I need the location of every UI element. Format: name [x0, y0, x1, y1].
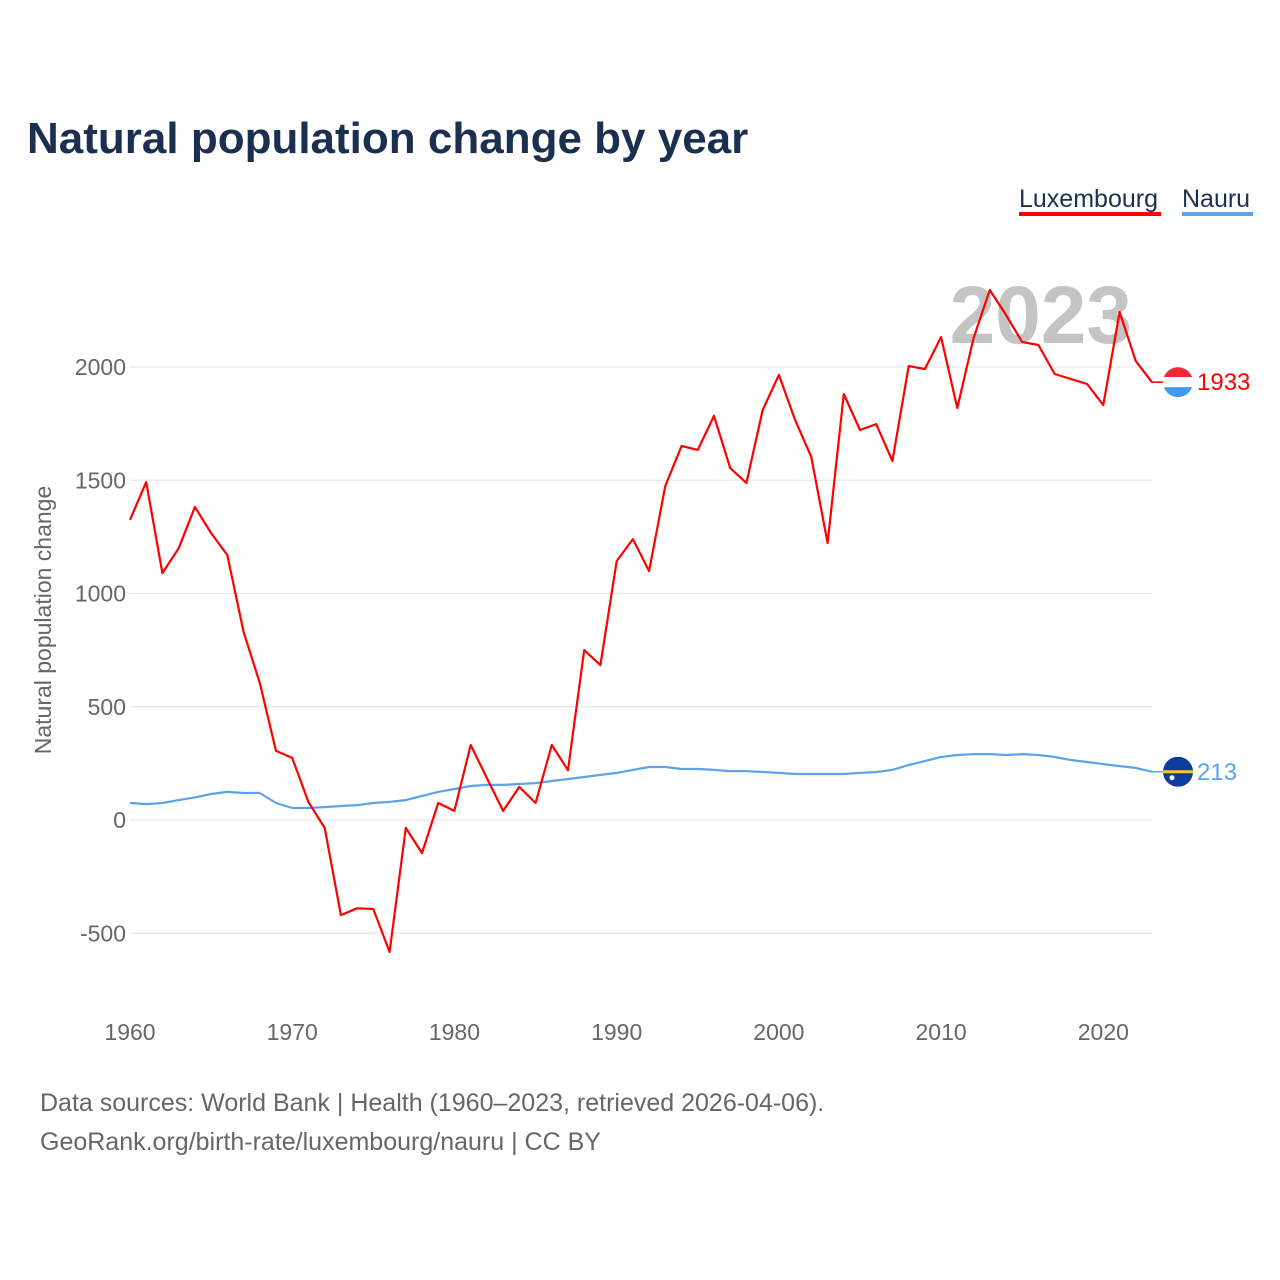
end-marker-luxembourg: 1933	[1152, 367, 1250, 398]
series-line-nauru	[129, 753, 1153, 810]
nauru-flag-icon	[1163, 756, 1193, 787]
end-value-label: 1933	[1197, 369, 1250, 396]
x-tick-label: 1980	[429, 1019, 480, 1045]
x-tick-label: 1970	[267, 1019, 318, 1045]
legend-label: Nauru	[1182, 185, 1250, 213]
chart-title: Natural population change by year	[27, 114, 748, 163]
luxembourg-flag-icon	[1163, 367, 1193, 398]
y-tick-label: -500	[80, 920, 126, 946]
x-tick-label: 1990	[591, 1019, 642, 1045]
footer-link[interactable]: GeoRank.org/birth-rate/luxembourg/nauru …	[40, 1128, 601, 1156]
x-tick-label: 1960	[104, 1019, 155, 1045]
footer-sources: Data sources: World Bank | Health (1960–…	[40, 1089, 824, 1117]
y-tick-label: 2000	[75, 354, 126, 380]
legend-item-nauru[interactable]: Nauru	[1182, 185, 1253, 216]
y-tick-label: 0	[113, 807, 126, 833]
gridlines	[130, 366, 1152, 934]
legend-label: Luxembourg	[1019, 185, 1158, 213]
y-axis-label: Natural population change	[30, 486, 56, 755]
y-axis: -500 0 500 1000 1500 2000	[75, 354, 126, 946]
y-tick-label: 1000	[75, 581, 126, 607]
end-labels: 1933 213	[1152, 367, 1250, 787]
end-marker-nauru: 213	[1152, 756, 1237, 787]
series-lines	[128, 288, 1153, 954]
x-tick-label: 2020	[1078, 1019, 1129, 1045]
legend-swatch	[1019, 212, 1161, 216]
y-tick-label: 1500	[75, 467, 126, 493]
x-axis: 1960 1970 1980 1990 2000 2010 2020	[104, 1019, 1129, 1045]
legend-swatch	[1182, 212, 1253, 216]
x-tick-label: 2000	[753, 1019, 804, 1045]
legend-item-luxembourg[interactable]: Luxembourg	[1019, 185, 1161, 216]
y-tick-label: 500	[88, 694, 126, 720]
x-tick-label: 2010	[916, 1019, 967, 1045]
series-line-luxembourg	[128, 288, 1153, 954]
legend: Luxembourg Nauru	[1019, 185, 1253, 216]
year-watermark: 2023	[950, 270, 1132, 361]
end-value-label: 213	[1197, 759, 1237, 786]
